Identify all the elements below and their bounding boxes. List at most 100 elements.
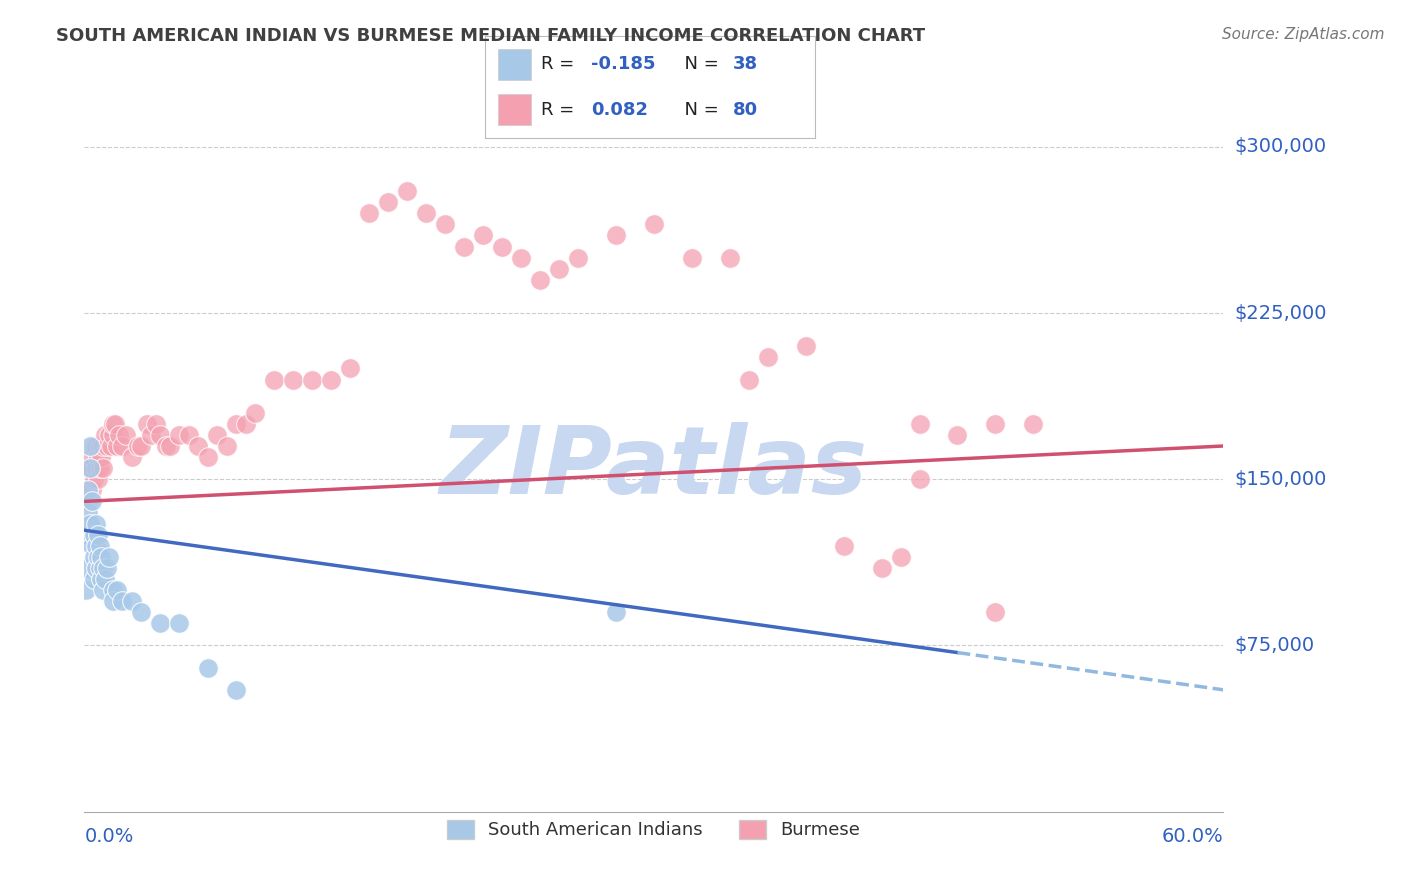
Text: SOUTH AMERICAN INDIAN VS BURMESE MEDIAN FAMILY INCOME CORRELATION CHART: SOUTH AMERICAN INDIAN VS BURMESE MEDIAN … — [56, 27, 925, 45]
Point — [105, 583, 128, 598]
Legend: South American Indians, Burmese: South American Indians, Burmese — [440, 813, 868, 847]
Point — [83, 527, 105, 541]
Point — [984, 417, 1007, 431]
Point — [83, 439, 105, 453]
Point — [90, 549, 112, 564]
Point — [131, 439, 153, 453]
Point — [75, 561, 97, 575]
Text: $300,000: $300,000 — [1234, 137, 1326, 156]
Point — [890, 549, 912, 564]
Point — [79, 516, 101, 531]
Point — [225, 682, 247, 697]
Point — [472, 228, 495, 243]
Text: N =: N = — [673, 101, 725, 119]
Point — [377, 195, 399, 210]
Point — [100, 439, 122, 453]
Point — [89, 439, 111, 453]
Point — [86, 527, 108, 541]
Point — [86, 472, 108, 486]
Point — [225, 417, 247, 431]
Point — [89, 461, 111, 475]
Point — [75, 583, 97, 598]
Point — [453, 239, 475, 253]
Point — [155, 439, 177, 453]
Point — [84, 516, 107, 531]
Point — [984, 605, 1007, 619]
Point — [107, 428, 129, 442]
Text: 0.082: 0.082 — [591, 101, 648, 119]
Point — [80, 483, 103, 498]
Point — [127, 439, 149, 453]
Point — [177, 428, 200, 442]
Point — [94, 572, 117, 586]
Point — [121, 450, 143, 464]
Point — [908, 472, 931, 486]
Text: R =: R = — [541, 55, 581, 73]
Point — [756, 351, 779, 365]
Point — [83, 572, 105, 586]
Point — [93, 583, 115, 598]
Point — [80, 494, 103, 508]
Point — [79, 439, 101, 453]
Point — [105, 439, 128, 453]
Text: $150,000: $150,000 — [1234, 470, 1327, 489]
Point — [84, 461, 107, 475]
Point — [136, 417, 159, 431]
Point — [90, 450, 112, 464]
Point — [145, 417, 167, 431]
Text: $225,000: $225,000 — [1234, 303, 1327, 323]
Point — [339, 361, 361, 376]
Point — [681, 251, 703, 265]
Text: 60.0%: 60.0% — [1161, 827, 1223, 847]
Point — [548, 261, 571, 276]
Text: 38: 38 — [733, 55, 758, 73]
Point — [832, 539, 855, 553]
Point — [359, 206, 381, 220]
FancyBboxPatch shape — [498, 49, 531, 79]
Text: N =: N = — [673, 55, 725, 73]
Point — [643, 218, 665, 232]
Point — [301, 372, 323, 386]
Point — [75, 527, 97, 541]
Point — [434, 218, 457, 232]
Point — [794, 339, 817, 353]
Point — [207, 428, 229, 442]
Point — [96, 561, 118, 575]
Point — [115, 428, 138, 442]
Point — [870, 561, 893, 575]
Point — [111, 594, 134, 608]
Point — [396, 184, 419, 198]
Point — [79, 516, 101, 531]
Point — [101, 428, 124, 442]
Point — [93, 461, 115, 475]
Point — [197, 450, 219, 464]
Point — [101, 594, 124, 608]
Point — [131, 605, 153, 619]
Point — [139, 428, 162, 442]
Point — [93, 439, 115, 453]
Point — [510, 251, 533, 265]
Point — [149, 616, 172, 631]
Point — [96, 439, 118, 453]
Point — [104, 417, 127, 431]
Point — [605, 228, 627, 243]
Point — [263, 372, 285, 386]
Point — [98, 549, 121, 564]
Point — [83, 472, 105, 486]
Point — [718, 251, 741, 265]
Point — [235, 417, 257, 431]
Point — [84, 439, 107, 453]
Point — [908, 417, 931, 431]
Text: 0.0%: 0.0% — [84, 827, 134, 847]
Point — [111, 439, 134, 453]
Text: $75,000: $75,000 — [1234, 636, 1315, 655]
Text: ZIPatlas: ZIPatlas — [440, 422, 868, 514]
Point — [321, 372, 343, 386]
Point — [77, 461, 100, 475]
Point — [415, 206, 437, 220]
Point — [83, 549, 105, 564]
Point — [86, 450, 108, 464]
Point — [567, 251, 589, 265]
Point — [77, 494, 100, 508]
Point — [245, 406, 267, 420]
